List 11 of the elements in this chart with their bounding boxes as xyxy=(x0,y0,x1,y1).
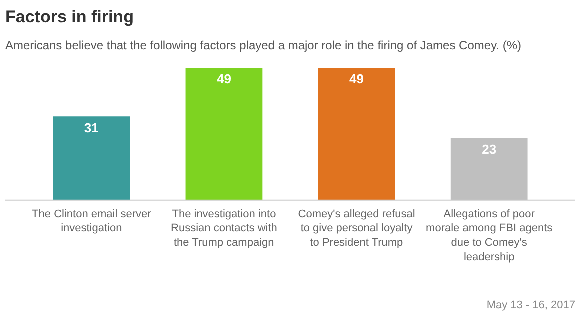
text: May 13 - 16, 2017 xyxy=(486,300,576,312)
chart-title: Factors in firing xyxy=(6,8,134,26)
chart-subtitle: Americans believe that the following factors played a major role in the firing of James Comey. (%) xyxy=(6,38,522,52)
x-tick-label: The Clinton email server investigation xyxy=(32,208,152,235)
data-label: 49 xyxy=(216,72,232,87)
x-tick-label: Comey's alleged refusal to give personal loyalty to President Trump xyxy=(298,208,416,250)
data-label: 23 xyxy=(482,142,497,157)
data-label: 31 xyxy=(84,120,99,136)
x-tick-label: The investigation into Russian contacts with the Trump campaign xyxy=(171,208,278,250)
data-label: 49 xyxy=(350,72,364,87)
x-tick-label: Allegations of poor morale among FBI agents due to Comey's leadership xyxy=(426,208,554,264)
